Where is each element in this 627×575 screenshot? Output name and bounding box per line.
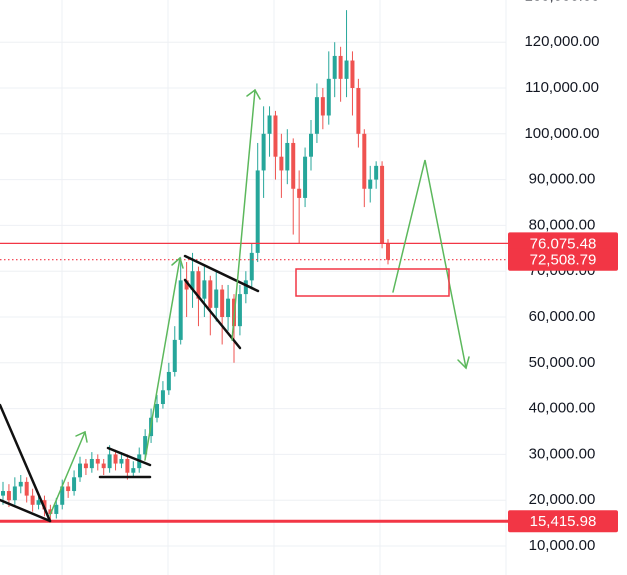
- candle-body: [119, 458, 124, 464]
- price-tag: [508, 248, 618, 271]
- candle-body: [6, 491, 11, 501]
- candle-body: [279, 156, 284, 171]
- candle-body: [95, 458, 100, 464]
- candle-body: [54, 504, 59, 514]
- candle-body: [297, 188, 302, 198]
- candle-body: [36, 500, 41, 505]
- candle-body: [386, 243, 390, 260]
- candle-body: [89, 458, 94, 469]
- price-tag-label: 72,508.79: [530, 252, 597, 269]
- candle-body: [267, 115, 272, 134]
- candle-body: [30, 495, 35, 505]
- candle-body: [113, 454, 118, 464]
- candle-body: [12, 486, 17, 501]
- candle-body: [249, 252, 254, 281]
- candle-body: [155, 404, 159, 418]
- candle-body: [309, 133, 313, 157]
- candle-body: [131, 468, 136, 473]
- y-tick-label: 90,000.00: [529, 171, 596, 188]
- y-tick-label: 110,000.00: [525, 79, 599, 96]
- candle-body: [338, 55, 343, 79]
- candle-body: [362, 133, 367, 189]
- candle-body: [226, 298, 231, 317]
- candle-body: [83, 463, 88, 469]
- candle-body: [350, 60, 355, 89]
- candle-body: [303, 156, 308, 198]
- candle-body: [101, 463, 106, 469]
- candle-body: [202, 280, 207, 299]
- candle-body: [18, 481, 23, 487]
- candle-body: [1, 491, 5, 496]
- candle-body: [178, 280, 183, 340]
- candle-body: [107, 454, 112, 469]
- candle-body: [368, 179, 373, 189]
- candle-body: [143, 436, 148, 455]
- y-tick-label: 20,000.00: [529, 491, 596, 508]
- price-tag: [508, 510, 618, 533]
- candle-body: [208, 280, 213, 308]
- candle-body: [356, 88, 361, 134]
- candle-body: [166, 371, 171, 391]
- candle-body: [320, 97, 325, 116]
- y-tick-label: 100,000.00: [524, 125, 599, 142]
- candle-body: [326, 78, 331, 116]
- candle-body: [160, 390, 165, 405]
- price-tag-label: 15,415.98: [530, 513, 597, 530]
- candle-body: [285, 142, 290, 171]
- candle-body: [261, 133, 266, 171]
- candle-body: [273, 115, 278, 157]
- candle-body: [237, 294, 242, 327]
- candle-body: [72, 477, 77, 492]
- candle-body: [190, 271, 195, 290]
- candle-body: [243, 280, 248, 295]
- y-tick-label: 10,000.00: [529, 537, 596, 554]
- y-tick-label: 130,000.00: [524, 0, 599, 4]
- y-tick-label: 60,000.00: [529, 308, 596, 325]
- candle-body: [344, 60, 349, 79]
- candle-body: [220, 289, 225, 317]
- candle-body: [42, 500, 47, 510]
- candle-body: [172, 339, 177, 372]
- candle-body: [291, 142, 296, 189]
- candle-body: [125, 458, 130, 473]
- y-tick-label: 120,000.00: [524, 33, 599, 50]
- candle-body: [184, 280, 189, 290]
- candle-body: [78, 463, 82, 478]
- vertical-grid: [61, 0, 507, 575]
- candle-body: [214, 289, 219, 308]
- candle-body: [60, 486, 65, 505]
- candle-body: [314, 97, 319, 134]
- candle-body: [255, 170, 260, 253]
- candle-body: [374, 165, 379, 180]
- y-tick-label: 50,000.00: [529, 354, 596, 371]
- candle-body: [66, 486, 71, 492]
- price-tag-label: 76,075.48: [530, 235, 597, 252]
- drawings: [0, 88, 470, 523]
- candle-body: [380, 165, 385, 244]
- candle-body: [332, 55, 337, 79]
- y-tick-label: 80,000.00: [529, 216, 596, 233]
- candle-body: [48, 509, 53, 514]
- y-tick-label: 40,000.00: [529, 400, 596, 417]
- y-tick-label: 30,000.00: [529, 445, 596, 462]
- candle-body: [196, 271, 201, 299]
- candle-body: [24, 481, 29, 496]
